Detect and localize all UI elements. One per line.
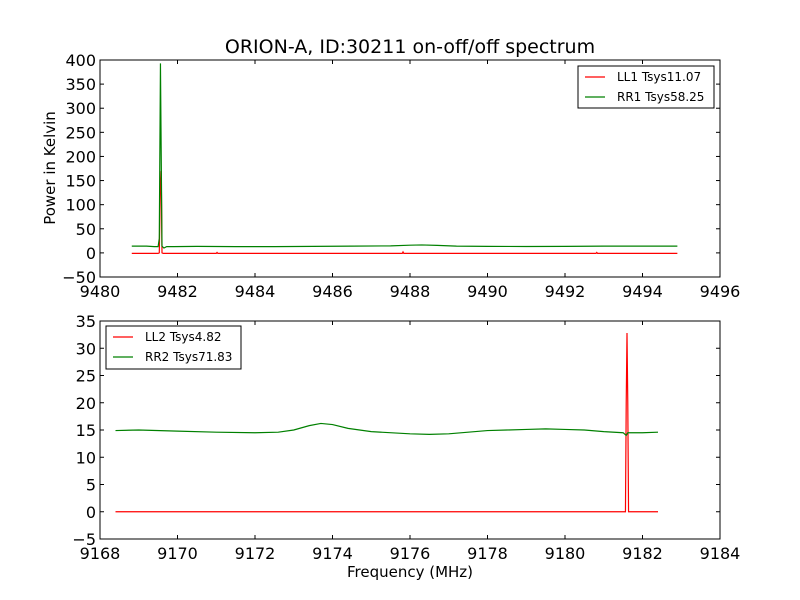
y-tick-label: 5 [86,476,96,495]
series-line-0-0 [131,170,678,254]
x-tick-label: 9178 [467,544,508,563]
top-y-axis-label: Power in Kelvin [41,111,59,225]
y-tick-label: 300 [65,99,96,118]
series-line-0-1 [131,63,678,249]
y-tick-label: −50 [62,268,96,287]
legend-box [577,65,715,109]
x-tick-label: 9480 [80,282,121,301]
legend: LL1 Tsys11.07 RR1 Tsys58.25 [577,65,715,109]
x-tick-label: 9488 [390,282,431,301]
x-tick-label: 9486 [312,282,353,301]
x-tick-label: 9490 [467,282,508,301]
y-tick-label: 20 [76,394,96,413]
bottom-plot: 9168 9170 9172 9174 9176 9178 9180 9182 9184 −5 0 5… [72,312,740,563]
y-tick-label: 350 [65,75,96,94]
y-tick-label: 30 [76,339,96,358]
legend-entry: RR2 Tsys71.83 [145,350,232,364]
x-tick-label: 9484 [235,282,276,301]
x-tick-label: 9180 [545,544,586,563]
y-tick-label: 200 [65,147,96,166]
legend-entry: RR1 Tsys58.25 [617,90,704,104]
x-tick-label: 9176 [390,544,431,563]
series-line-1-1 [115,422,659,437]
top-plot: 9480 9482 9484 9486 9488 9490 9492 9494 9496 −50 0… [62,51,740,301]
x-tick-label: 9482 [157,282,198,301]
legend: LL2 Tsys4.82 RR2 Tsys71.83 [105,325,242,370]
legend-entry: LL1 Tsys11.07 [617,70,701,84]
y-tick-label: 50 [76,220,96,239]
x-tick-label: 9496 [700,282,741,301]
chart-title: ORION-A, ID:30211 on-off/off spectrum [225,36,595,58]
legend-entry: LL2 Tsys4.82 [145,330,222,344]
bottom-x-axis-label: Frequency (MHz) [347,563,473,581]
legend-box [105,325,242,370]
x-tick-label: 9168 [80,544,121,563]
y-tick-label: 15 [76,421,96,440]
y-tick-label: 35 [76,312,96,331]
series-line-1-0 [115,332,658,513]
y-tick-label: 100 [65,196,96,215]
y-tick-label: 25 [76,367,96,386]
x-tick-label: 9182 [622,544,663,563]
y-tick-label: −5 [72,530,96,549]
y-tick-label: 250 [65,123,96,142]
x-tick-label: 9172 [235,544,276,563]
x-tick-label: 9494 [622,282,663,301]
x-tick-label: 9174 [312,544,353,563]
y-tick-label: 150 [65,172,96,191]
y-tick-label: 0 [86,503,96,522]
y-tick-label: 0 [86,244,96,263]
x-tick-label: 9492 [545,282,586,301]
x-tick-label: 9170 [157,544,198,563]
x-tick-label: 9184 [700,544,741,563]
y-tick-label: 10 [76,448,96,467]
y-tick-label: 400 [65,51,96,70]
